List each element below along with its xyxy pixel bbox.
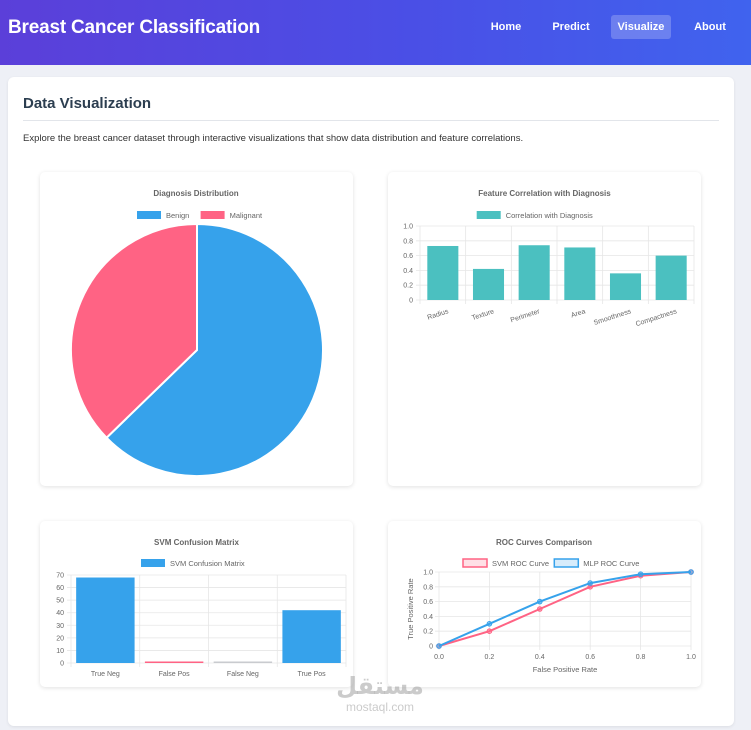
pie-slice-malignant: [70, 222, 198, 440]
roc-chart-panel: ROC Curves Comparison SVM ROC Curve MLP RO…: [388, 521, 701, 687]
series-line-svm-roc-curve: [438, 571, 692, 647]
bar-texture: [472, 268, 505, 300]
legend-label: Correlation with Diagnosis: [506, 211, 593, 220]
x-axis-label: False Positive Rate: [533, 665, 598, 674]
legend-label: Malignant: [230, 211, 263, 220]
bar-radius: [427, 245, 459, 300]
x-tick-label: Area: [570, 308, 586, 319]
x-tick-label: 0.8: [636, 654, 646, 661]
data-point: [436, 643, 442, 649]
y-tick-label: 10: [56, 648, 64, 655]
data-point: [537, 606, 543, 612]
x-tick-label: Perimeter: [510, 308, 542, 324]
chart-title: SVM Confusion Matrix: [154, 538, 239, 547]
pie-slice-benign: [105, 222, 324, 477]
legend-swatch: [462, 558, 488, 568]
bar-perimeter: [518, 245, 550, 300]
roc-line-chart[interactable]: ROC Curves Comparison SVM ROC Curve MLP RO…: [388, 521, 701, 687]
y-tick-label: 0.2: [423, 629, 433, 636]
y-tick-label: 70: [56, 573, 64, 580]
confusion-bar-chart[interactable]: SVM Confusion Matrix SVM Confusion Matrix…: [40, 521, 353, 687]
watermark-latin: mostaql.com: [345, 700, 415, 714]
visualization-card: Data Visualization Explore the breast ca…: [8, 77, 734, 726]
y-tick-label: 0.2: [403, 283, 413, 290]
y-tick-label: 50: [56, 598, 64, 605]
data-point: [688, 569, 694, 575]
diagnosis-pie-chart[interactable]: Diagnosis Distribution Benign Malignant: [40, 172, 353, 486]
legend-label: Benign: [166, 211, 189, 220]
series-line-mlp-roc-curve: [438, 571, 692, 647]
watermark: مستقل mostaql.com: [325, 672, 435, 718]
y-tick-label: 20: [56, 635, 64, 642]
y-tick-label: 0: [429, 644, 433, 651]
nav-about[interactable]: About: [694, 21, 726, 33]
page-intro: Explore the breast cancer dataset throug…: [23, 133, 524, 144]
legend-swatch: [141, 559, 165, 567]
x-tick-label: 0.6: [585, 654, 595, 661]
legend-swatch: [553, 558, 580, 568]
y-tick-label: 1.0: [423, 570, 433, 577]
x-tick-label: Smoothness: [593, 308, 633, 327]
confusion-chart-panel: SVM Confusion Matrix SVM Confusion Matrix…: [40, 521, 353, 687]
x-tick-label: Texture: [471, 308, 495, 322]
x-tick-label: False Pos: [159, 671, 191, 678]
x-tick-label: 0.4: [535, 654, 545, 661]
y-tick-label: 0.6: [403, 253, 413, 260]
nav-predict[interactable]: Predict: [552, 21, 590, 33]
y-tick-label: 0.8: [423, 584, 433, 591]
x-tick-label: Radius: [427, 308, 450, 322]
data-point: [537, 598, 543, 605]
nav-visualize[interactable]: Visualize: [611, 15, 671, 39]
bar-compactness: [655, 255, 687, 300]
y-tick-label: 1.0: [403, 224, 413, 231]
x-tick-label: True Pos: [298, 671, 327, 678]
x-tick-label: False Neg: [227, 671, 259, 678]
x-tick-label: True Neg: [91, 671, 120, 678]
bar-true-neg: [76, 577, 135, 663]
top-navbar: Breast Cancer Classification Home Predic…: [0, 0, 751, 65]
y-tick-label: 0.4: [403, 268, 413, 275]
x-tick-label: Compactness: [635, 308, 678, 328]
y-axis-label: True Positive Rate: [406, 578, 415, 639]
legend-swatch: [200, 211, 225, 219]
y-tick-label: 0: [409, 298, 413, 305]
chart-title: ROC Curves Comparison: [496, 538, 592, 547]
app-title[interactable]: Breast Cancer Classification: [8, 17, 261, 38]
legend-label: MLP ROC Curve: [583, 559, 639, 568]
page-title: Data Visualization: [23, 95, 152, 112]
watermark-arabic: مستقل: [336, 672, 424, 700]
bar-area: [564, 247, 596, 300]
chart-title: Diagnosis Distribution: [153, 189, 238, 198]
bar-smoothness: [609, 273, 642, 300]
y-tick-label: 30: [56, 623, 64, 630]
correlation-chart-panel: Feature Correlation with Diagnosis Correl…: [388, 172, 701, 486]
legend-swatch: [476, 211, 501, 219]
data-point: [486, 628, 493, 634]
data-point: [637, 571, 644, 578]
y-tick-label: 0: [60, 661, 64, 668]
bar-false-pos: [144, 661, 204, 663]
y-tick-label: 60: [56, 585, 64, 592]
y-tick-label: 0.8: [403, 238, 413, 245]
diagnosis-chart-panel: Diagnosis Distribution Benign Malignant: [40, 172, 353, 486]
correlation-bar-chart[interactable]: Feature Correlation with Diagnosis Correl…: [388, 172, 701, 486]
y-tick-label: 0.4: [423, 614, 433, 621]
bar-false-neg: [213, 661, 273, 663]
y-tick-label: 0.6: [423, 599, 433, 606]
x-tick-label: 0.2: [485, 654, 495, 661]
title-divider: [23, 120, 719, 121]
data-point: [486, 621, 493, 627]
bar-true-pos: [282, 610, 341, 663]
data-point: [587, 580, 593, 586]
y-tick-label: 40: [56, 610, 64, 617]
chart-title: Feature Correlation with Diagnosis: [478, 189, 611, 198]
nav-home[interactable]: Home: [490, 21, 522, 33]
x-tick-label: 0.0: [434, 654, 444, 661]
legend-swatch: [137, 211, 161, 219]
legend-label: SVM Confusion Matrix: [170, 559, 245, 568]
x-tick-label: 1.0: [686, 654, 696, 661]
legend-label: SVM ROC Curve: [492, 559, 549, 568]
